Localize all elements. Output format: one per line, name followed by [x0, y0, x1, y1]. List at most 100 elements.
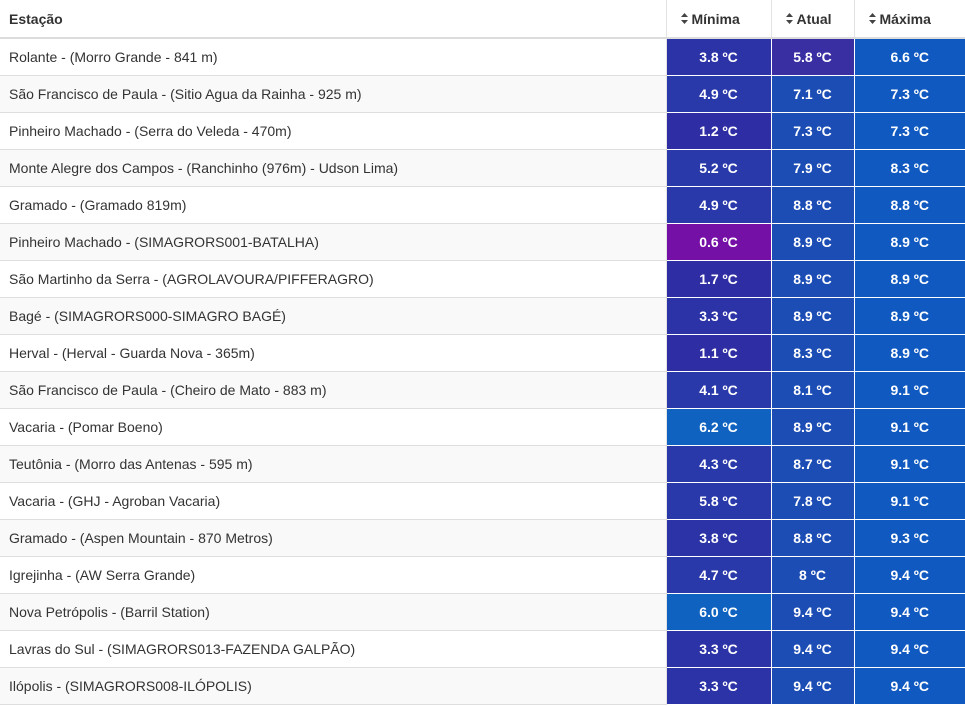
max-temp-cell: 9.4 ºC	[853, 667, 965, 705]
station-name-cell: Monte Alegre dos Campos - (Ranchinho (97…	[0, 149, 667, 187]
min-temp-cell: 0.6 ºC	[665, 223, 771, 261]
column-header-station-label: Estação	[9, 10, 63, 27]
table-row: Monte Alegre dos Campos - (Ranchinho (97…	[0, 149, 965, 187]
table-row: Teutônia - (Morro das Antenas - 595 m) 4.…	[0, 445, 965, 483]
column-header-max[interactable]: Máxima	[853, 0, 965, 39]
station-name-cell: Nova Petrópolis - (Barril Station)	[0, 593, 667, 631]
table-row: Bagé - (SIMAGRORS000-SIMAGRO BAGÉ) 3.3 ºC…	[0, 297, 965, 335]
table-row: Nova Petrópolis - (Barril Station) 6.0 ºC…	[0, 593, 965, 631]
station-name-cell: Pinheiro Machado - (Serra do Veleda - 47…	[0, 112, 667, 150]
column-header-max-label: Máxima	[879, 10, 931, 27]
column-header-min[interactable]: Mínima	[665, 0, 771, 39]
column-header-station[interactable]: Estação	[0, 0, 666, 39]
max-temp-cell: 9.4 ºC	[853, 556, 965, 594]
current-temp-cell: 5.8 ºC	[770, 38, 854, 76]
max-temp-cell: 7.3 ºC	[853, 112, 965, 150]
sort-icon[interactable]	[785, 13, 793, 24]
header-row: Estação Mínima Atual	[0, 0, 965, 39]
table-header: Estação Mínima Atual	[0, 0, 965, 39]
table-row: Vacaria - (Pomar Boeno) 6.2 ºC 8.9 ºC 9.1 º…	[0, 408, 965, 446]
max-temp-cell: 8.9 ºC	[853, 297, 965, 335]
sort-icon[interactable]	[868, 13, 876, 24]
current-temp-cell: 7.8 ºC	[770, 482, 854, 520]
station-name-cell: Vacaria - (Pomar Boeno)	[0, 408, 667, 446]
table-row: São Francisco de Paula - (Cheiro de Mato…	[0, 371, 965, 409]
table-row: Rolante - (Morro Grande - 841 m) 3.8 ºC 5.…	[0, 38, 965, 76]
column-header-current-label: Atual	[796, 10, 832, 27]
station-name-cell: Gramado - (Gramado 819m)	[0, 186, 667, 224]
current-temp-cell: 8.9 ºC	[770, 223, 854, 261]
current-temp-cell: 8.8 ºC	[770, 519, 854, 557]
table-row: Vacaria - (GHJ - Agroban Vacaria) 5.8 ºC 7…	[0, 482, 965, 520]
min-temp-cell: 4.9 ºC	[665, 75, 771, 113]
table-row: Gramado - (Gramado 819m) 4.9 ºC 8.8 ºC 8.8 …	[0, 186, 965, 224]
current-temp-cell: 8.9 ºC	[770, 297, 854, 335]
station-name-cell: Rolante - (Morro Grande - 841 m)	[0, 38, 667, 76]
current-temp-cell: 8.9 ºC	[770, 260, 854, 298]
column-header-current[interactable]: Atual	[770, 0, 854, 39]
station-name-cell: Pinheiro Machado - (SIMAGRORS001-BATALHA…	[0, 223, 667, 261]
table-row: Lavras do Sul - (SIMAGRORS013-FAZENDA GA…	[0, 630, 965, 668]
current-temp-cell: 7.1 ºC	[770, 75, 854, 113]
min-temp-cell: 5.2 ºC	[665, 149, 771, 187]
current-temp-cell: 9.4 ºC	[770, 593, 854, 631]
max-temp-cell: 8.9 ºC	[853, 223, 965, 261]
table-row: Pinheiro Machado - (Serra do Veleda - 47…	[0, 112, 965, 150]
current-temp-cell: 9.4 ºC	[770, 667, 854, 705]
current-temp-cell: 9.4 ºC	[770, 630, 854, 668]
station-name-cell: Lavras do Sul - (SIMAGRORS013-FAZENDA GA…	[0, 630, 667, 668]
station-name-cell: São Francisco de Paula - (Sitio Agua da …	[0, 75, 667, 113]
max-temp-cell: 9.4 ºC	[853, 630, 965, 668]
current-temp-cell: 8.7 ºC	[770, 445, 854, 483]
max-temp-cell: 9.3 ºC	[853, 519, 965, 557]
max-temp-cell: 8.3 ºC	[853, 149, 965, 187]
min-temp-cell: 3.3 ºC	[665, 630, 771, 668]
current-temp-cell: 8.8 ºC	[770, 186, 854, 224]
max-temp-cell: 9.1 ºC	[853, 371, 965, 409]
max-temp-cell: 8.9 ºC	[853, 334, 965, 372]
max-temp-cell: 9.4 ºC	[853, 593, 965, 631]
min-temp-cell: 4.9 ºC	[665, 186, 771, 224]
min-temp-cell: 4.7 ºC	[665, 556, 771, 594]
min-temp-cell: 1.1 ºC	[665, 334, 771, 372]
table-row: São Martinho da Serra - (AGROLAVOURA/PIF…	[0, 260, 965, 298]
max-temp-cell: 8.9 ºC	[853, 260, 965, 298]
max-temp-cell: 7.3 ºC	[853, 75, 965, 113]
table-body: Rolante - (Morro Grande - 841 m) 3.8 ºC 5.…	[0, 38, 965, 705]
table-row: Gramado - (Aspen Mountain - 870 Metros) 3…	[0, 519, 965, 557]
min-temp-cell: 4.1 ºC	[665, 371, 771, 409]
current-temp-cell: 7.9 ºC	[770, 149, 854, 187]
table-row: Ilópolis - (SIMAGRORS008-ILÓPOLIS) 3.3 ºC…	[0, 667, 965, 705]
min-temp-cell: 3.3 ºC	[665, 667, 771, 705]
station-name-cell: Teutônia - (Morro das Antenas - 595 m)	[0, 445, 667, 483]
station-name-cell: Herval - (Herval - Guarda Nova - 365m)	[0, 334, 667, 372]
station-name-cell: Bagé - (SIMAGRORS000-SIMAGRO BAGÉ)	[0, 297, 667, 335]
min-temp-cell: 5.8 ºC	[665, 482, 771, 520]
station-name-cell: Gramado - (Aspen Mountain - 870 Metros)	[0, 519, 667, 557]
max-temp-cell: 9.1 ºC	[853, 408, 965, 446]
min-temp-cell: 3.3 ºC	[665, 297, 771, 335]
min-temp-cell: 6.0 ºC	[665, 593, 771, 631]
table-row: São Francisco de Paula - (Sitio Agua da …	[0, 75, 965, 113]
station-name-cell: São Martinho da Serra - (AGROLAVOURA/PIF…	[0, 260, 667, 298]
sort-icon[interactable]	[680, 13, 688, 24]
min-temp-cell: 3.8 ºC	[665, 38, 771, 76]
station-name-cell: Igrejinha - (AW Serra Grande)	[0, 556, 667, 594]
min-temp-cell: 6.2 ºC	[665, 408, 771, 446]
table-row: Igrejinha - (AW Serra Grande) 4.7 ºC 8 ºC 9…	[0, 556, 965, 594]
min-temp-cell: 1.7 ºC	[665, 260, 771, 298]
current-temp-cell: 8.9 ºC	[770, 408, 854, 446]
max-temp-cell: 9.1 ºC	[853, 445, 965, 483]
max-temp-cell: 8.8 ºC	[853, 186, 965, 224]
current-temp-cell: 8 ºC	[770, 556, 854, 594]
table-row: Pinheiro Machado - (SIMAGRORS001-BATALHA…	[0, 223, 965, 261]
table-row: Herval - (Herval - Guarda Nova - 365m) 1.…	[0, 334, 965, 372]
current-temp-cell: 8.3 ºC	[770, 334, 854, 372]
max-temp-cell: 6.6 ºC	[853, 38, 965, 76]
min-temp-cell: 3.8 ºC	[665, 519, 771, 557]
max-temp-cell: 9.1 ºC	[853, 482, 965, 520]
min-temp-cell: 1.2 ºC	[665, 112, 771, 150]
station-name-cell: Vacaria - (GHJ - Agroban Vacaria)	[0, 482, 667, 520]
column-header-min-label: Mínima	[691, 10, 740, 27]
